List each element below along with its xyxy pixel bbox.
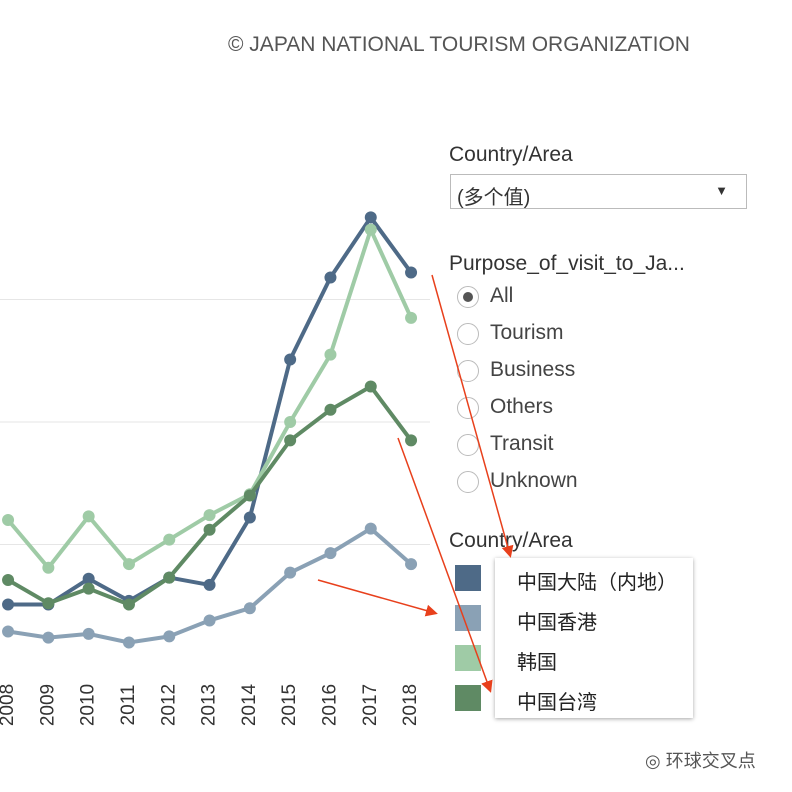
point bbox=[203, 614, 216, 627]
point bbox=[284, 566, 297, 579]
point bbox=[284, 434, 297, 447]
point bbox=[82, 510, 95, 523]
tooltip-item: 中国台湾 bbox=[517, 692, 597, 714]
point bbox=[203, 523, 216, 536]
dropdown-arrow: ▼ bbox=[715, 183, 728, 198]
point bbox=[82, 627, 95, 640]
radio-title: Purpose_of_visit_to_Ja... bbox=[449, 252, 685, 275]
x-tick-label: 2011 bbox=[118, 685, 139, 726]
point bbox=[284, 353, 297, 366]
legend-swatch bbox=[455, 685, 481, 711]
point bbox=[82, 582, 95, 595]
point bbox=[364, 380, 377, 393]
watermark: ◎ 环球交叉点 bbox=[645, 751, 756, 771]
point bbox=[405, 558, 418, 571]
radio-label: Unknown bbox=[490, 469, 578, 492]
point bbox=[364, 522, 377, 535]
point bbox=[2, 625, 15, 638]
point bbox=[203, 578, 216, 591]
point bbox=[364, 223, 377, 236]
x-tick-label: 2016 bbox=[319, 684, 340, 726]
legend-swatch bbox=[455, 605, 481, 631]
tooltip-item: 韩国 bbox=[517, 652, 557, 674]
point bbox=[405, 266, 418, 279]
x-tick-label: 2017 bbox=[360, 684, 381, 726]
point bbox=[405, 434, 418, 447]
x-tick-label: 2012 bbox=[158, 684, 179, 726]
legend-title: Country/Area bbox=[449, 529, 573, 552]
x-tick-label: 2014 bbox=[239, 683, 260, 726]
dropdown[interactable]: (多个值) ▼ bbox=[450, 174, 747, 209]
x-tick-label: 2010 bbox=[78, 684, 99, 726]
x-tick-label: 2015 bbox=[279, 684, 300, 726]
point bbox=[163, 533, 176, 546]
point bbox=[82, 572, 95, 585]
radio-button[interactable] bbox=[457, 434, 479, 456]
tooltip-item: 中国大陆（内地） bbox=[517, 572, 677, 594]
point bbox=[42, 597, 55, 610]
radio-button[interactable] bbox=[457, 397, 479, 419]
radio-label: Transit bbox=[490, 432, 554, 455]
watermark-text: 环球交叉点 bbox=[665, 751, 756, 771]
point bbox=[364, 211, 377, 224]
radio-label: Business bbox=[490, 358, 576, 381]
point bbox=[405, 311, 418, 324]
x-tick-label: 2018 bbox=[400, 684, 421, 726]
legend-swatch bbox=[455, 645, 481, 671]
point bbox=[324, 271, 337, 284]
radio-button[interactable] bbox=[457, 471, 479, 493]
radio-label: All bbox=[490, 284, 514, 307]
tooltip-item: 中国香港 bbox=[517, 612, 597, 634]
radio-dot bbox=[463, 292, 473, 302]
point bbox=[243, 511, 256, 524]
point bbox=[163, 571, 176, 584]
point bbox=[122, 636, 135, 649]
copyright: © JAPAN NATIONAL TOURISM ORGANIZATION bbox=[228, 33, 690, 56]
point bbox=[324, 403, 337, 416]
point bbox=[324, 547, 337, 560]
point bbox=[243, 489, 256, 502]
point bbox=[122, 558, 135, 571]
point bbox=[2, 514, 15, 526]
point bbox=[2, 574, 15, 587]
filter-title: Country/Area bbox=[449, 143, 573, 166]
x-tick-label: 2013 bbox=[199, 684, 220, 726]
radio-label: Others bbox=[490, 395, 554, 418]
x-tick-label: 2009 bbox=[37, 684, 58, 726]
x-tick-label: 2008 bbox=[0, 684, 18, 726]
series-line bbox=[7, 383, 413, 607]
tooltip: 中国大陆（内地） 中国香港韩国中国台湾 bbox=[495, 558, 693, 718]
point bbox=[122, 598, 135, 611]
point bbox=[243, 602, 256, 615]
point bbox=[163, 630, 176, 643]
point bbox=[42, 561, 55, 574]
legend-swatch bbox=[455, 565, 481, 591]
point bbox=[42, 631, 55, 644]
point bbox=[203, 509, 216, 522]
radio-button[interactable] bbox=[457, 323, 479, 345]
series-line bbox=[8, 213, 413, 607]
point bbox=[324, 348, 337, 361]
radio-button[interactable] bbox=[457, 286, 479, 308]
point bbox=[2, 598, 15, 611]
radio-label: Tourism bbox=[490, 321, 564, 344]
radio-button[interactable] bbox=[457, 360, 479, 382]
point bbox=[284, 416, 297, 428]
dropdown-value: (多个值) bbox=[457, 187, 531, 209]
